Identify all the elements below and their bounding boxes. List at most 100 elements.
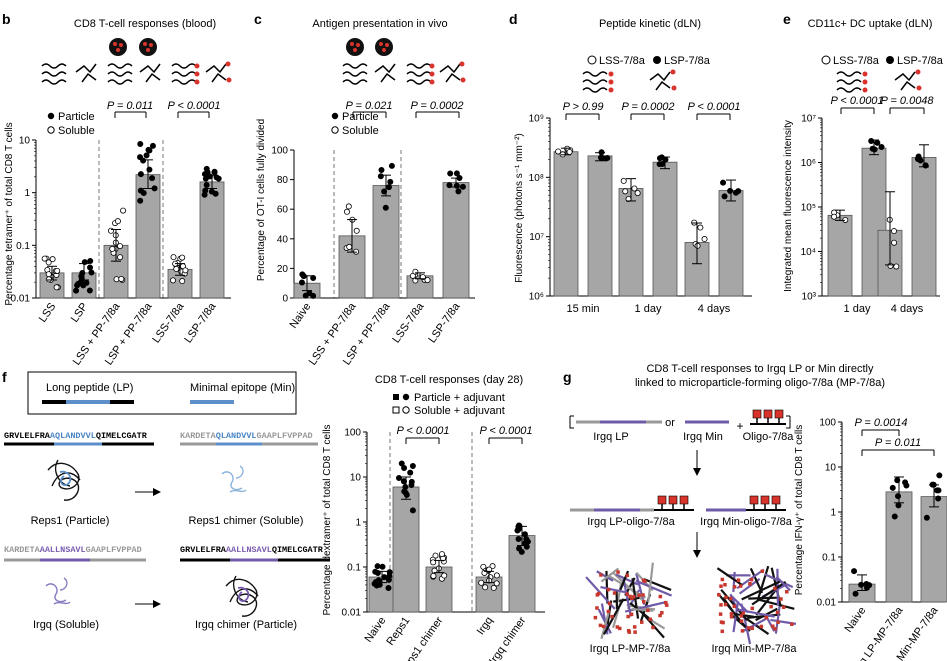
chart-b-point: [88, 269, 95, 276]
chart-e-ytick-label: 10⁶: [801, 158, 816, 169]
panel-g: g CD8 T-cell responses to Irgq LP or Min…: [563, 363, 947, 661]
panel-f-seq-irgq: KARDETAAALLNSAVLGAAPLFVPPAD: [4, 545, 142, 555]
panel-g-label-min-mp: Irgq Min-MP-7/8a: [712, 643, 798, 655]
panel-f-caption-irgq: Irgq (Soluble): [33, 619, 99, 631]
mp-lp-adjuvant: [627, 630, 632, 634]
panel-g-pval-2: P = 0.011: [875, 437, 921, 449]
panel-d-pvals: P > 0.99 P = 0.0002 P < 0.0001: [563, 101, 741, 120]
panel-e-pvals: P < 0.0001 P = 0.0048: [830, 95, 934, 114]
mp-min-adjuvant: [749, 577, 754, 582]
mp-min-strand: [758, 598, 795, 610]
panel-g-label-plus: +: [736, 419, 743, 433]
mp-lp-adjuvant: [646, 608, 650, 613]
panel-b-letter: b: [2, 11, 11, 27]
chart-b-point: [203, 182, 210, 189]
panel-e-schematics: [836, 69, 922, 93]
chart-d-bar: [587, 155, 613, 297]
chart-d-point: [631, 185, 638, 192]
chart-e-xtick-label: 4 days: [891, 303, 924, 315]
mp-lp-adjuvant: [626, 614, 630, 619]
chart-b-point: [137, 197, 144, 204]
mp-min-adjuvant: [732, 604, 737, 609]
chart-c-point: [382, 204, 389, 211]
chart-c-point: [302, 292, 309, 299]
panel-g-ylabel: Percentage IFN-γ⁺ of total CD8 T cells: [794, 425, 805, 596]
chart-c-point: [345, 203, 352, 210]
irgq-chimer-icon: [225, 575, 259, 617]
chart-e-ytick-label: 10⁴: [801, 247, 816, 258]
panel-c-legend-soluble: Soluble: [342, 125, 379, 137]
mp-min-adjuvant: [790, 622, 794, 626]
panel-b-pval-1: P = 0.011: [107, 100, 153, 112]
chart-c-point: [446, 182, 453, 189]
panel-b-legend-particle: Particle: [58, 111, 95, 123]
chart-c-bar: [442, 182, 470, 299]
chart-g-ytick-label: 10: [825, 463, 837, 474]
mp-min-strand: [755, 587, 779, 616]
mp-lp-adjuvant: [643, 579, 647, 583]
mp-min-adjuvant: [719, 603, 723, 607]
chart-d-xtick-label: 1 day: [635, 303, 662, 315]
chart-g-point: [934, 487, 941, 494]
mp-lp-strand: [597, 608, 612, 634]
chart-f-point: [409, 463, 416, 470]
chart-f-ytick-label: 100: [344, 428, 361, 439]
chart-b-ytick-label: 1: [24, 188, 30, 199]
mp-min-adjuvant: [739, 619, 744, 623]
mp-min-strand: [735, 612, 755, 618]
mp-lp-adjuvant: [616, 570, 620, 574]
chart-f-point: [395, 474, 402, 481]
chart-c-point: [453, 182, 460, 189]
chart-b-point: [109, 245, 116, 252]
mp-lp-adjuvant: [595, 606, 599, 610]
panel-c-separators: [333, 150, 402, 298]
panel-f-caption-irgq-chimer: Irgq chimer (Particle): [195, 619, 297, 631]
panel-g-label-oligo: Oligo-7/8a: [743, 431, 795, 443]
mp-lp-adjuvant: [599, 573, 603, 577]
panel-e: e CD11c+ DC uptake (dLN) LSS-7/8a LSP-7/…: [783, 11, 944, 315]
mp-lp-strand: [629, 602, 653, 622]
reps1-particle-icon: [47, 459, 81, 501]
panel-g-label-min-oligo: Irgq Min-oligo-7/8a: [700, 516, 793, 528]
chart-b-point: [140, 157, 147, 164]
chart-c-point: [385, 184, 392, 191]
chart-b-point: [202, 187, 209, 194]
mp-min-adjuvant: [729, 612, 734, 616]
chart-b-xtick-label: LSP-7/8a: [182, 300, 219, 345]
mp-lp-adjuvant: [632, 595, 636, 599]
mp-min-adjuvant: [750, 626, 754, 631]
mp-lp-adjuvant: [641, 599, 646, 604]
chart-b-point: [78, 273, 85, 280]
mp-lp-adjuvant: [595, 593, 600, 597]
chart-f-point: [490, 584, 497, 591]
chart-b-point: [107, 227, 114, 234]
chart-b-point: [41, 255, 48, 262]
chart-f-point: [430, 559, 437, 566]
chart-e-point: [868, 138, 875, 145]
panel-c-legend: Particle Soluble: [331, 111, 379, 137]
mp-lp-strand: [616, 583, 623, 603]
chart-f-xtick-label: Irgq: [475, 615, 496, 637]
chart-e-point: [874, 139, 881, 146]
chart-g-point: [895, 502, 902, 509]
chart-b-point: [49, 256, 56, 263]
chart-c-point: [310, 275, 317, 282]
chart-d-xtick-label: 4 days: [698, 303, 731, 315]
chart-b-point: [137, 187, 144, 194]
panel-b: b CD8 T-cell responses (blood) Particle …: [2, 11, 232, 368]
chart-c-ytick-label: 60: [277, 205, 289, 216]
chart-e-ytick-label: 10⁷: [801, 114, 816, 125]
panel-e-chart: 10³ 10⁴ 10⁵ 10⁶ 10⁷ 1 day 4 days: [801, 114, 940, 315]
chart-g-bar: [920, 496, 947, 603]
reps1-chimer-icon: [221, 465, 247, 493]
mp-lp-adjuvant: [651, 625, 655, 630]
panel-d-legend-lss: LSS-7/8a: [599, 55, 646, 67]
panel-f-chart-title: CD8 T-cell responses (day 28): [375, 374, 523, 386]
panel-g-label-lp: Irgq LP: [593, 431, 628, 443]
panel-d-title: Peptide kinetic (dLN): [599, 18, 701, 30]
mp-min-adjuvant: [719, 584, 723, 588]
chart-e-ytick-label: 10³: [802, 292, 817, 303]
lp-microparticle-icon: [585, 562, 673, 640]
chart-c-ytick-label: 100: [271, 146, 288, 157]
